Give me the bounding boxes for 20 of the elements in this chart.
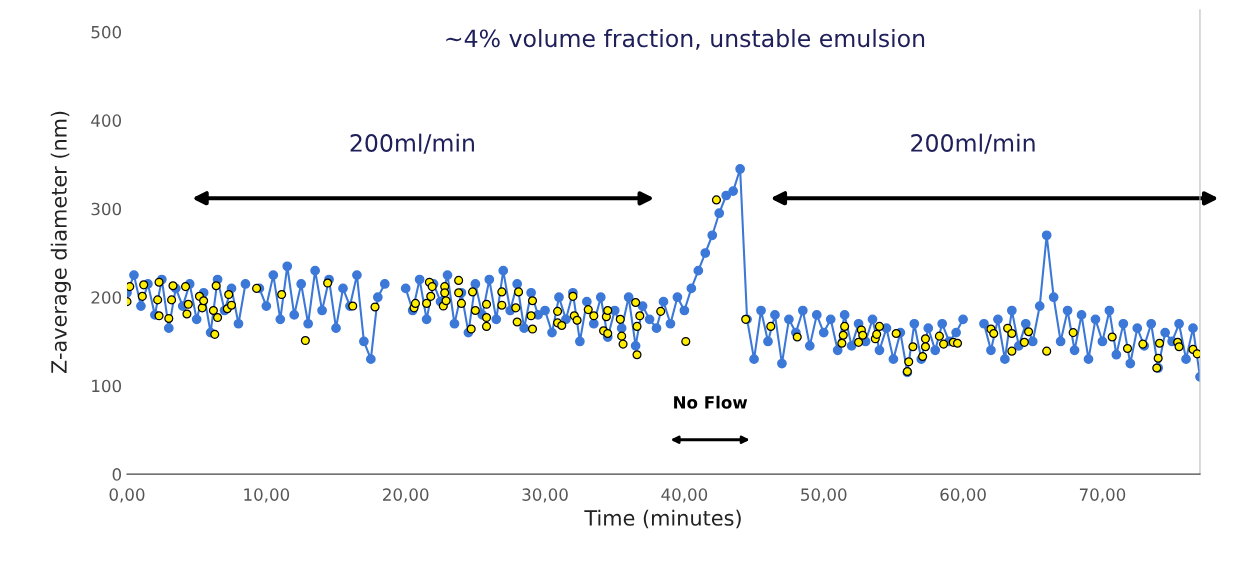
x-tick-label: 70,00 xyxy=(1079,488,1126,503)
x-tick-label: 0,00 xyxy=(109,488,145,503)
x-tick-label: 10,00 xyxy=(244,488,290,503)
annotation: 200ml/min xyxy=(911,133,1035,154)
x-axis-title: Time (minutes) xyxy=(584,509,741,529)
y-tick-label: 200 xyxy=(91,291,122,304)
y-tick-label: 0 xyxy=(112,468,122,481)
text: ~4% volume fraction, unstable emulsion xyxy=(446,28,925,50)
y-tick-label: 400 xyxy=(91,114,122,127)
y-tick-label: 500 xyxy=(91,25,122,39)
y-axis-title: Z-average diameter (nm) xyxy=(50,111,71,374)
annotation: No Flow xyxy=(674,395,748,409)
y-tick-label: 300 xyxy=(91,202,122,216)
x-tick-label: 60,00 xyxy=(940,488,986,503)
x-tick-label: 30,00 xyxy=(522,488,568,503)
x-tick-label: 20,00 xyxy=(383,488,429,503)
x-tick-label: 50,00 xyxy=(801,488,847,503)
y-tick-label: 100 xyxy=(92,379,122,393)
x-tick-label: 40,00 xyxy=(661,488,708,503)
annotation: 200ml/min xyxy=(350,133,474,154)
